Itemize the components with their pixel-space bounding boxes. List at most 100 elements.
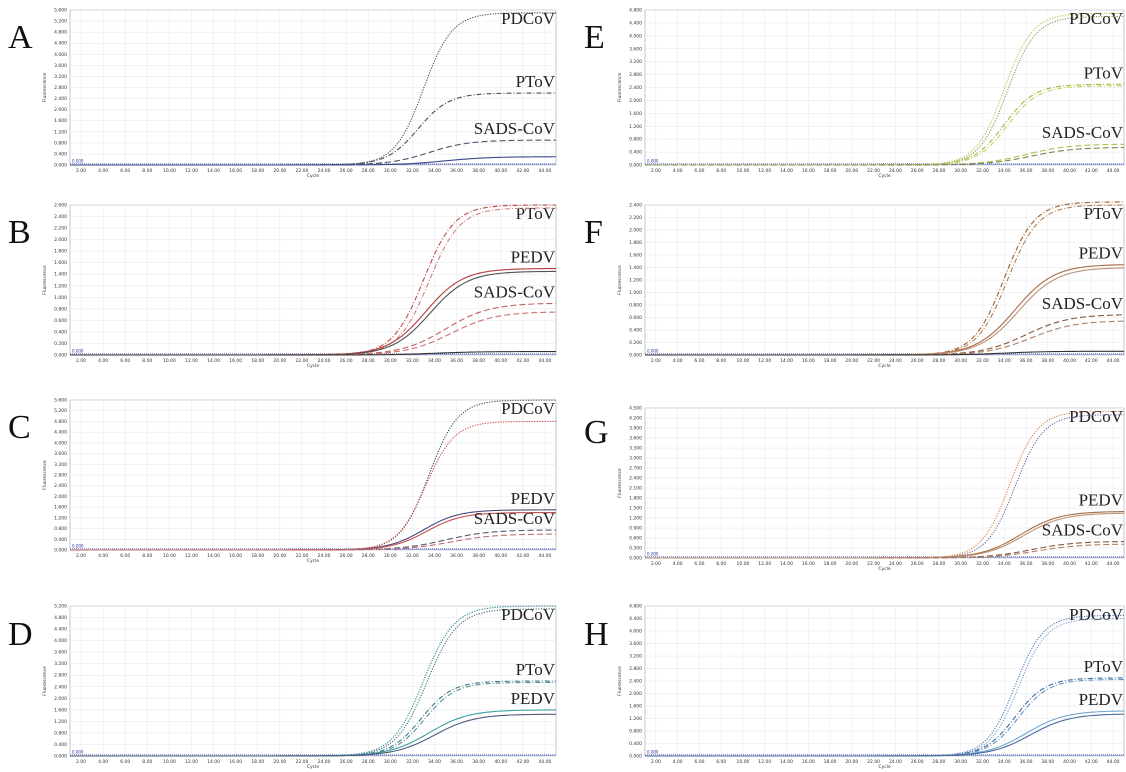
series-curve-unlabeled bbox=[645, 350, 1124, 356]
x-tick-label: 36.00 bbox=[450, 759, 463, 765]
x-tick-label: 20.00 bbox=[845, 358, 858, 364]
panel-e: E 2.00 4.00 6.00 8.00 10.00 12.00 14.00 16.00 18.… bbox=[584, 8, 1125, 179]
x-tick-label: 8.00 bbox=[716, 358, 726, 364]
y-tick-label: 0.000 bbox=[54, 163, 67, 169]
series-label: SADS-CoV bbox=[1042, 123, 1124, 142]
y-tick-label: 0.800 bbox=[629, 303, 642, 309]
x-tick-label: 38.00 bbox=[1041, 561, 1054, 567]
x-tick-label: 6.00 bbox=[694, 168, 704, 174]
x-tick-label: 18.00 bbox=[824, 759, 837, 765]
y-tick-label: 1.600 bbox=[54, 707, 67, 713]
x-tick-label: 36.00 bbox=[1020, 759, 1033, 765]
y-tick-label: 0.400 bbox=[54, 329, 67, 335]
y-tick-label: 4.400 bbox=[54, 41, 67, 47]
y-tick-label: 1.600 bbox=[629, 253, 642, 259]
x-tick-label: 24.00 bbox=[889, 168, 902, 174]
x-tick-label: 16.00 bbox=[229, 759, 242, 765]
y-tick-label: 0.600 bbox=[629, 315, 642, 321]
x-tick-label: 28.00 bbox=[362, 759, 375, 765]
x-tick-label: 24.00 bbox=[318, 553, 331, 559]
x-tick-label: 6.00 bbox=[120, 759, 130, 765]
x-tick-label: 28.00 bbox=[932, 759, 945, 765]
panel-letter: D bbox=[8, 616, 33, 653]
x-tick-label: 22.00 bbox=[296, 759, 309, 765]
y-tick-label: 0.800 bbox=[54, 306, 67, 312]
x-tick-label: 36.00 bbox=[1020, 358, 1033, 364]
y-tick-label: 2.400 bbox=[54, 483, 67, 489]
y-tick-label: 0.400 bbox=[54, 537, 67, 543]
y-tick-label: 0.000 bbox=[629, 556, 642, 562]
x-tick-label: 22.00 bbox=[867, 561, 880, 567]
y-axis-title: Fluorescence bbox=[42, 460, 48, 490]
panel-letter: H bbox=[584, 616, 609, 653]
panel-letter: B bbox=[8, 214, 31, 251]
x-tick-label: 42.00 bbox=[1085, 561, 1098, 567]
y-tick-label: 0.400 bbox=[54, 151, 67, 157]
x-tick-label: 32.00 bbox=[976, 561, 989, 567]
x-tick-label: 10.00 bbox=[737, 561, 750, 567]
x-tick-label: 8.00 bbox=[716, 759, 726, 765]
x-tick-label: 14.00 bbox=[207, 168, 220, 174]
x-tick-label: 2.00 bbox=[76, 168, 86, 174]
y-tick-label: 2.400 bbox=[629, 476, 642, 482]
panel-letter: G bbox=[584, 414, 609, 451]
panel-letter: E bbox=[584, 19, 605, 56]
series-label: PEDV bbox=[1079, 690, 1124, 709]
x-tick-label: 38.00 bbox=[472, 759, 485, 765]
x-tick-label: 38.00 bbox=[472, 358, 485, 364]
series-label: PDCoV bbox=[501, 9, 556, 28]
x-tick-label: 20.00 bbox=[845, 168, 858, 174]
y-tick-label: 2.200 bbox=[629, 215, 642, 221]
y-tick-label: 1.200 bbox=[629, 716, 642, 722]
y-tick-label: 0.000 bbox=[629, 754, 642, 760]
x-tick-label: 14.00 bbox=[207, 358, 220, 364]
x-tick-label: 38.00 bbox=[472, 553, 485, 559]
y-tick-label: 4.800 bbox=[54, 419, 67, 425]
x-tick-label: 4.00 bbox=[98, 553, 108, 559]
x-tick-label: 24.00 bbox=[889, 759, 902, 765]
series-curve-unlabeled bbox=[70, 156, 557, 166]
y-tick-label: 4.400 bbox=[54, 430, 67, 436]
x-tick-label: 16.00 bbox=[229, 553, 242, 559]
series-label: SADS-CoV bbox=[474, 119, 556, 138]
x-tick-label: 6.00 bbox=[694, 759, 704, 765]
x-tick-label: 36.00 bbox=[1020, 168, 1033, 174]
series-label: PDCoV bbox=[1069, 9, 1124, 28]
x-tick-label: 24.00 bbox=[318, 168, 331, 174]
y-tick-label: 1.200 bbox=[629, 516, 642, 522]
y-tick-label: 5.600 bbox=[54, 8, 67, 14]
x-tick-label: 2.00 bbox=[76, 553, 86, 559]
x-tick-label: 20.00 bbox=[845, 561, 858, 567]
x-tick-label: 18.00 bbox=[251, 759, 264, 765]
x-axis-title: Cycle bbox=[307, 558, 320, 564]
y-tick-label: 0.400 bbox=[629, 741, 642, 747]
y-tick-label: 4.000 bbox=[54, 440, 67, 446]
x-tick-label: 8.00 bbox=[142, 358, 152, 364]
x-tick-label: 12.00 bbox=[758, 759, 771, 765]
y-tick-label: 0.200 bbox=[629, 340, 642, 346]
x-tick-label: 16.00 bbox=[229, 358, 242, 364]
y-tick-label: 2.800 bbox=[54, 673, 67, 679]
y-tick-label: 5.200 bbox=[54, 604, 67, 610]
panel-d: D 2.00 4.00 6.00 8.00 10.00 12.00 14.00 16.00 18.… bbox=[8, 604, 557, 770]
x-tick-label: 10.00 bbox=[163, 759, 176, 765]
y-tick-label: 2.800 bbox=[54, 473, 67, 479]
x-tick-label: 20.00 bbox=[273, 553, 286, 559]
x-tick-label: 26.00 bbox=[340, 759, 353, 765]
y-tick-label: 0.800 bbox=[54, 730, 67, 736]
x-tick-label: 34.00 bbox=[998, 759, 1011, 765]
y-tick-label: 4.400 bbox=[629, 20, 642, 26]
series-curve-unlabeled bbox=[70, 713, 557, 757]
y-tick-label: 0.000 bbox=[629, 353, 642, 359]
y-tick-label: 1.600 bbox=[54, 118, 67, 124]
x-tick-label: 32.00 bbox=[406, 358, 419, 364]
y-tick-label: 1.800 bbox=[54, 249, 67, 255]
x-tick-label: 30.00 bbox=[954, 168, 967, 174]
plot-area bbox=[644, 407, 1125, 559]
baseline-label: 0.000 bbox=[647, 159, 659, 164]
y-tick-label: 2.000 bbox=[629, 98, 642, 104]
x-tick-label: 42.00 bbox=[516, 358, 529, 364]
series-curve-unlabeled bbox=[70, 533, 557, 551]
series-label: PEDV bbox=[1079, 491, 1124, 510]
x-tick-label: 26.00 bbox=[340, 168, 353, 174]
